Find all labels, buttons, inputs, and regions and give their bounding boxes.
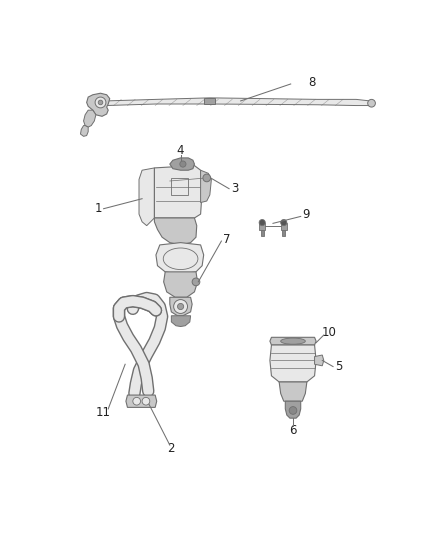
Circle shape bbox=[281, 220, 287, 225]
Bar bbox=[282, 230, 285, 236]
Bar bbox=[171, 178, 188, 195]
Polygon shape bbox=[81, 126, 88, 136]
Polygon shape bbox=[155, 166, 202, 218]
Circle shape bbox=[142, 398, 150, 405]
Polygon shape bbox=[104, 98, 371, 106]
Bar bbox=[205, 98, 215, 104]
Text: 2: 2 bbox=[168, 442, 175, 456]
Polygon shape bbox=[164, 272, 198, 297]
Text: 4: 4 bbox=[177, 144, 184, 157]
Polygon shape bbox=[270, 337, 316, 345]
Text: 9: 9 bbox=[302, 208, 310, 221]
Ellipse shape bbox=[281, 338, 305, 344]
Circle shape bbox=[180, 161, 186, 167]
Circle shape bbox=[259, 220, 265, 225]
Polygon shape bbox=[285, 401, 301, 418]
Text: 5: 5 bbox=[336, 360, 343, 373]
Polygon shape bbox=[279, 382, 307, 401]
Circle shape bbox=[289, 407, 297, 414]
Bar bbox=[281, 223, 287, 230]
Circle shape bbox=[173, 300, 187, 313]
Circle shape bbox=[367, 99, 375, 107]
Text: 3: 3 bbox=[231, 182, 238, 195]
Polygon shape bbox=[126, 395, 157, 407]
Polygon shape bbox=[139, 168, 155, 225]
Text: 10: 10 bbox=[322, 326, 337, 339]
Bar bbox=[259, 223, 265, 230]
Polygon shape bbox=[170, 158, 194, 170]
Text: 1: 1 bbox=[95, 202, 102, 215]
Circle shape bbox=[98, 100, 103, 105]
Circle shape bbox=[203, 174, 211, 182]
Circle shape bbox=[177, 303, 184, 310]
Bar bbox=[261, 230, 264, 236]
Polygon shape bbox=[270, 345, 316, 382]
Text: 7: 7 bbox=[223, 233, 230, 246]
Circle shape bbox=[192, 278, 200, 286]
Polygon shape bbox=[314, 355, 324, 366]
Text: 11: 11 bbox=[96, 406, 111, 418]
Polygon shape bbox=[170, 297, 192, 316]
Polygon shape bbox=[201, 170, 212, 203]
Polygon shape bbox=[171, 316, 191, 327]
Circle shape bbox=[133, 398, 141, 405]
Circle shape bbox=[95, 97, 106, 108]
Text: 8: 8 bbox=[308, 76, 315, 89]
Text: 6: 6 bbox=[289, 424, 297, 437]
Polygon shape bbox=[87, 93, 110, 116]
Polygon shape bbox=[84, 110, 96, 127]
Polygon shape bbox=[156, 243, 204, 274]
Polygon shape bbox=[155, 218, 197, 245]
